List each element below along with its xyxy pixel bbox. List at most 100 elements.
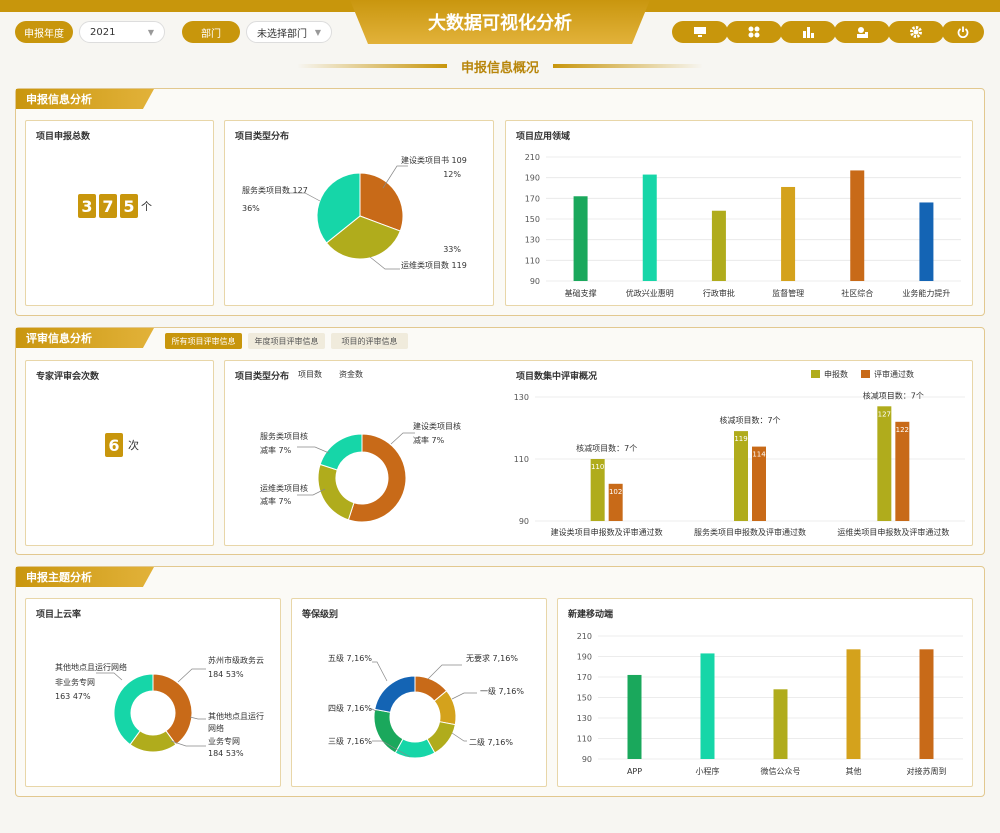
- y-tick-label: 170: [525, 194, 540, 203]
- slice-label: 其他地点且运行: [208, 711, 264, 721]
- option-fund-count[interactable]: 资金数: [339, 370, 363, 379]
- bar: [590, 459, 605, 521]
- total-title: 项目申报总数: [36, 132, 91, 142]
- y-tick-label: 90: [530, 277, 540, 286]
- x-tick-label: 微信公众号: [761, 766, 801, 776]
- slice-label: 运维类项目数 119: [401, 260, 467, 270]
- x-tick-label: 社区综合: [841, 288, 873, 298]
- bar-value-label: 127: [878, 410, 891, 418]
- power-button[interactable]: [942, 21, 984, 43]
- bar-value-label: 122: [896, 426, 909, 434]
- slice-sublabel: 非业务专网: [55, 677, 95, 687]
- slice-sublabel: 减率 7%: [260, 496, 292, 506]
- level-title: 等保级别: [302, 610, 339, 620]
- type-pie-card: 项目类型分布 建设类项目书 109 12% 运维类项目数 119 33% 服务类项目数 …: [224, 120, 494, 306]
- slice-sublabel: 184 53%: [208, 670, 244, 679]
- tab-annual-review[interactable]: 年度项目评审信息: [248, 333, 325, 349]
- bar: [734, 431, 748, 521]
- pie-slice: [347, 433, 407, 523]
- user-button[interactable]: [834, 21, 890, 43]
- apps-button[interactable]: [726, 21, 782, 43]
- bar: [850, 170, 865, 281]
- pie-slice: [359, 172, 404, 232]
- power-icon: [957, 26, 969, 38]
- slice-label: 运维类项目核: [260, 483, 308, 493]
- user-icon: [857, 27, 868, 38]
- domain-bar-chart: 210 190 170 150 130 110 90 基础支撑 优政兴业惠明 行政审批 监督管理 社区…: [525, 153, 961, 298]
- bar: [877, 406, 892, 521]
- gear-icon: [910, 26, 922, 38]
- bar: [700, 653, 715, 759]
- leader-line: [297, 488, 326, 496]
- section-application-title: 申报信息分析: [16, 89, 154, 109]
- bar: [711, 210, 726, 281]
- x-tick-label: APP: [627, 767, 642, 776]
- section-review-title: 评审信息分析: [16, 328, 154, 348]
- leader-line: [382, 165, 408, 189]
- slice-label: 其他地点且运行网络: [55, 662, 127, 672]
- slice-label: 苏州市级政务云: [208, 655, 264, 665]
- pie-slice: [374, 675, 416, 713]
- bar: [752, 446, 766, 521]
- x-tick-label: 建设类项目申报数及评审通过数: [551, 527, 663, 537]
- total-counter: 3 7 5 个: [78, 194, 152, 218]
- x-tick-label: 优政兴业惠明: [626, 288, 674, 298]
- leader-line: [372, 661, 388, 682]
- slice-label: 服务类项目核: [260, 431, 308, 441]
- bar: [627, 674, 642, 759]
- dept-select[interactable]: 未选择部门 ▼: [246, 21, 332, 43]
- subtitle-line-left: [296, 64, 447, 68]
- y-tick-label: 130: [577, 714, 592, 723]
- digit: 6: [105, 433, 123, 457]
- domain-card: 项目应用领域 210 190 170 150 130 110 90 基础支撑 优政兴业惠明 行政审…: [505, 120, 973, 306]
- total-unit: 个: [141, 200, 152, 213]
- review-card: 项目类型分布 项目数 资金数 建设类项目核 减率 7% 运维类项目核 减率 7% 服务类…: [224, 360, 973, 546]
- slice-sublabel: 减率 7%: [413, 435, 445, 445]
- y-tick-label: 190: [525, 174, 540, 183]
- y-tick-label: 110: [577, 735, 592, 744]
- y-tick-label: 110: [514, 455, 529, 464]
- bar-annotation: 核减项目数：7个: [863, 390, 924, 400]
- bar-chart-button[interactable]: [780, 21, 836, 43]
- pie-slice: [319, 433, 363, 471]
- y-tick-label: 150: [525, 215, 540, 224]
- slice-sublabel: 网络: [208, 723, 224, 733]
- section-theme-title: 申报主题分析: [16, 567, 154, 587]
- mobile-card: 新建移动端 210 190 170 150 130 110 90 APP 小程序 微信公众号 其他 对…: [557, 598, 973, 787]
- tab-project-review[interactable]: 项目的评审信息: [331, 333, 408, 349]
- legend-label: 申报数: [824, 369, 848, 379]
- tab-all-review[interactable]: 所有项目评审信息: [165, 333, 242, 349]
- bar-value-label: 119: [734, 435, 747, 443]
- y-tick-label: 190: [577, 653, 592, 662]
- monitor-button[interactable]: [672, 21, 728, 43]
- digit: 5: [120, 194, 138, 218]
- leader-line: [370, 708, 377, 712]
- slice-label: 三级 7,16%: [328, 736, 372, 746]
- bar: [773, 689, 788, 759]
- option-project-count[interactable]: 项目数: [298, 370, 322, 379]
- slice-sublabel: 184 53%: [208, 749, 244, 758]
- mobile-bar-chart: 210 190 170 150 130 110 90 APP 小程序 微信公众号 其他 对接苏周到: [577, 632, 963, 776]
- review-bar-chart: 130 110 90 申报数 评审通过数 110 102 核减项目数：7个建设类项目申报数及评…: [514, 369, 965, 537]
- slice-sublabel: 减率 7%: [260, 445, 292, 455]
- leader-line: [287, 192, 321, 202]
- experts-unit: 次: [128, 439, 139, 452]
- year-select[interactable]: 2021 ▼: [79, 21, 165, 43]
- y-tick-label: 110: [525, 256, 540, 265]
- leader-line: [451, 692, 477, 700]
- bar: [573, 196, 588, 281]
- leader-line: [427, 664, 462, 680]
- bar: [608, 483, 623, 521]
- slice-label: 一级 7,16%: [480, 686, 524, 696]
- settings-button[interactable]: [888, 21, 944, 43]
- slice-percent: 33%: [443, 245, 461, 254]
- slice-label: 四级 7,16%: [328, 703, 372, 713]
- y-tick-label: 90: [582, 755, 592, 764]
- leader-line: [297, 446, 330, 454]
- slice-percent: 36%: [242, 204, 260, 213]
- slice-label: 无要求 7,16%: [466, 653, 518, 663]
- bar-annotation: 核减项目数：7个: [719, 415, 780, 425]
- slice-label: 五级 7,16%: [328, 653, 372, 663]
- cloud-card: 项目上云率 苏州市级政务云 184 53% 其他地点且运行 网络 业务专网 184 53%…: [25, 598, 281, 787]
